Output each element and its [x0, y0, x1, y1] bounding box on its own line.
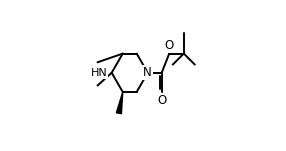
Text: N: N: [143, 66, 152, 79]
Text: O: O: [165, 39, 174, 52]
Text: HN: HN: [91, 68, 107, 78]
Text: O: O: [157, 94, 166, 107]
Polygon shape: [116, 92, 123, 114]
